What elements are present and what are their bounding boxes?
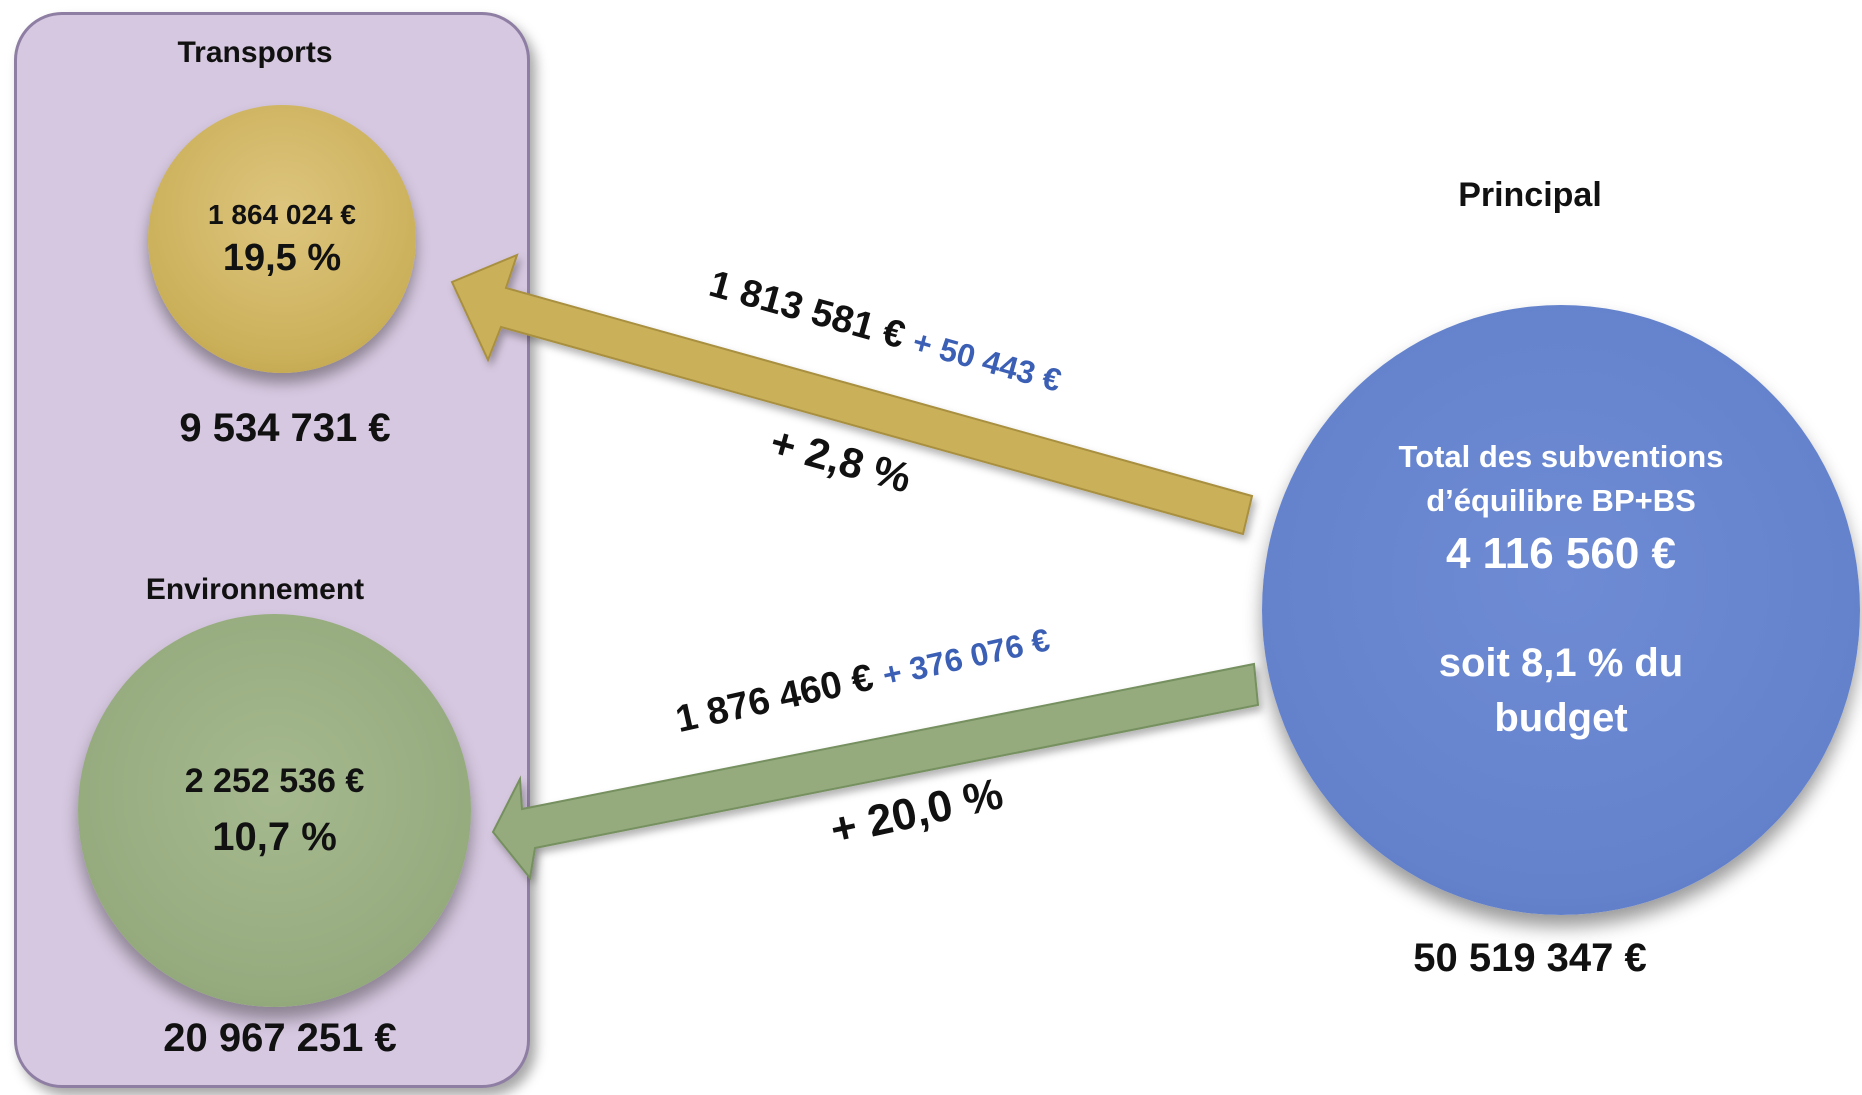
environnement-title: Environnement: [145, 573, 365, 606]
environnement-subsidy: 2 252 536 €: [184, 761, 365, 800]
transports-circle: 1 864 024 € 19,5 %: [148, 105, 416, 373]
transports-budget: 9 534 731 €: [179, 406, 391, 450]
principal-title: Principal: [1458, 176, 1602, 214]
principal-share-line1: soit 8,1 % du: [1438, 641, 1684, 685]
transports-subsidy: 1 864 024 €: [208, 198, 356, 230]
environnement-budget: 20 967 251 €: [163, 1016, 397, 1060]
principal-total: 4 116 560 €: [1445, 529, 1676, 578]
environnement-circle: 2 252 536 € 10,7 %: [78, 614, 471, 1007]
environnement-percent: 10,7 %: [212, 814, 337, 859]
principal-line2: d’équilibre BP+BS: [1426, 483, 1696, 518]
transports-title: Transports: [177, 36, 333, 69]
arrow-to-transports: [450, 253, 1254, 536]
principal-share-line2: budget: [1494, 696, 1628, 740]
principal-budget: 50 519 347 €: [1413, 936, 1647, 980]
principal-circle: Total des subventions d’équilibre BP+BS …: [1262, 305, 1860, 915]
arrow-to-environnement: [491, 662, 1260, 881]
principal-line1: Total des subventions: [1398, 439, 1724, 474]
transports-percent: 19,5 %: [222, 236, 342, 279]
